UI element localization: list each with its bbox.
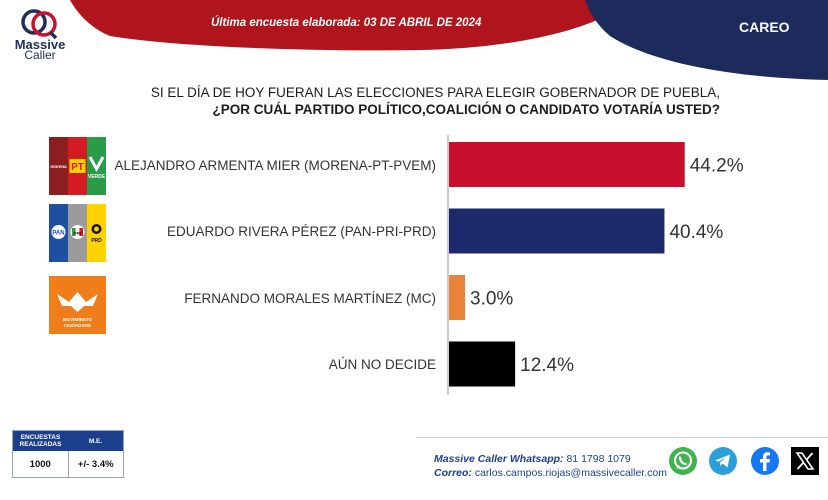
mc-logo: MOVIMIENTO CIUDADANO <box>49 276 106 334</box>
pt-word: PT <box>71 162 84 173</box>
bar <box>449 208 665 254</box>
surveys-count: 1000 <box>13 451 69 477</box>
pri-word: PRI <box>74 231 81 236</box>
data-label: 12.4% <box>520 355 574 376</box>
stats-header-surveys: ENCUESTAS REALIZADAS <box>19 434 62 448</box>
brand-name: Massive Caller <box>14 37 66 62</box>
whatsapp-label: Massive Caller Whatsapp: <box>434 453 564 465</box>
contact-info: Massive Caller Whatsapp: 81 1798 1079 Co… <box>434 452 667 480</box>
bar-chart: 44.2% 40.4% 3.0% 12.4% <box>447 135 744 395</box>
pan-word: PAN <box>52 231 64 237</box>
bar <box>449 142 685 187</box>
whatsapp-number[interactable]: 81 1798 1079 <box>566 453 631 465</box>
survey-date: 03 DE ABRIL DE 2024 <box>363 17 482 29</box>
bar <box>449 275 465 320</box>
mc-line-2: CIUDADANO <box>64 323 92 328</box>
survey-date-banner: Última encuesta elaborada: 03 DE ABRIL D… <box>211 17 481 29</box>
category-label: FERNANDO MORALES MARTÍNEZ (MC) <box>184 291 436 306</box>
whatsapp-icon[interactable] <box>668 446 698 476</box>
category-label: AÚN NO DECIDE <box>328 357 436 372</box>
email-address[interactable]: carlos.campos.riojas@massivecaller.com <box>474 467 667 479</box>
facebook-icon[interactable] <box>750 446 780 476</box>
data-label: 40.4% <box>669 222 723 243</box>
question-line-1: SI EL DÍA DE HOY FUERAN LAS ELECCIONES P… <box>150 85 720 100</box>
pan-pri-prd-logo: PAN PRI PRD <box>49 204 106 262</box>
verde-word: VERDE <box>88 174 106 180</box>
x-icon[interactable] <box>790 446 820 476</box>
prd-word: PRD <box>91 238 102 244</box>
header-band <box>70 0 828 80</box>
data-label: 3.0% <box>470 289 513 310</box>
morena-pt-pvem-logo: morena PT VERDE <box>49 137 106 195</box>
morena-word: morena <box>50 164 67 169</box>
margin-of-error: +/- 3.4% <box>77 458 114 470</box>
question-line-2: ¿POR CUÁL PARTIDO POLÍTICO,COALICIÓN O C… <box>212 102 721 117</box>
data-label: 44.2% <box>690 156 744 177</box>
survey-label: Última encuesta elaborada: <box>211 17 361 29</box>
category-label: ALEJANDRO ARMENTA MIER (MORENA-PT-PVEM) <box>114 158 436 173</box>
header-tag: CAREO <box>739 19 790 35</box>
telegram-icon[interactable] <box>708 446 738 476</box>
survey-stats-table: ENCUESTAS REALIZADAS M.E. 1000 +/- 3.4% <box>12 430 124 478</box>
email-label: Correo: <box>434 467 472 479</box>
mc-line-1: MOVIMIENTO <box>63 317 92 322</box>
footer-divider <box>416 437 828 438</box>
survey-question: SI EL DÍA DE HOY FUERAN LAS ELECCIONES P… <box>60 84 720 118</box>
stats-header-margin: M.E. <box>88 437 103 445</box>
bar <box>449 341 516 387</box>
massive-caller-logo <box>20 8 60 40</box>
category-label: EDUARDO RIVERA PÉREZ (PAN-PRI-PRD) <box>166 224 436 239</box>
